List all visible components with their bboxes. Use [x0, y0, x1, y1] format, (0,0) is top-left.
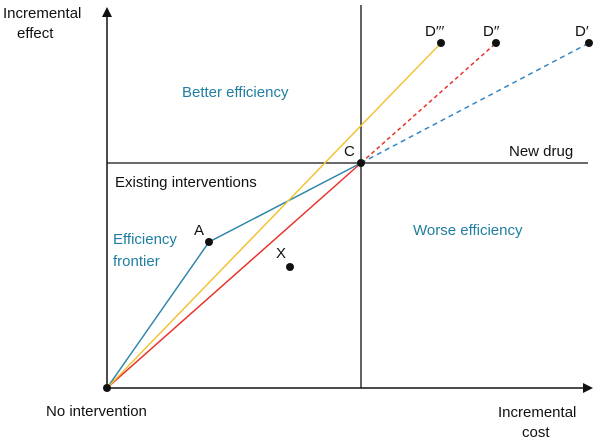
point-x-label: X [276, 245, 286, 262]
efficiency-frontier-label-line1: Efficiency [113, 231, 177, 248]
point-c-label: C [344, 143, 355, 160]
point-c [357, 159, 365, 167]
point-d1-label: D′ [575, 23, 589, 40]
point-d3 [437, 39, 445, 47]
no-intervention-label: No intervention [46, 403, 147, 420]
red-line-origin-to-c [106, 162, 362, 389]
point-d3-label: D′′′ [425, 23, 444, 40]
existing-interventions-label: Existing interventions [115, 174, 257, 191]
red-dashed-line-c-to-d2 [360, 42, 497, 164]
new-drug-label: New drug [509, 143, 573, 160]
yellow-line-origin-to-d3 [106, 42, 442, 389]
point-d2-label: D′′ [483, 23, 500, 40]
blue-dashed-line-c-to-d1 [360, 42, 590, 164]
point-d1 [585, 39, 593, 47]
point-a [205, 238, 213, 246]
x-axis-label-line1: Incremental [498, 404, 576, 421]
efficiency-frontier-label-line2: frontier [113, 253, 160, 270]
point-a-label: A [194, 222, 204, 239]
x-axis-label-line2: cost [522, 424, 550, 441]
worse-efficiency-label: Worse efficiency [413, 222, 523, 239]
y-axis-label-line2: effect [17, 25, 54, 42]
point-origin [103, 384, 111, 392]
point-x [286, 263, 294, 271]
point-d2 [492, 39, 500, 47]
better-efficiency-label: Better efficiency [182, 84, 289, 101]
y-axis-label-line1: Incremental [3, 5, 81, 22]
